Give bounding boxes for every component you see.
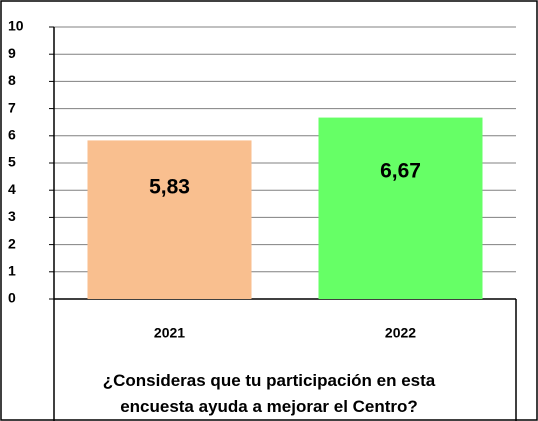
value-label: 6,67 — [380, 160, 421, 183]
y-tick-label: 5 — [8, 154, 16, 170]
x-tick-label: 2021 — [154, 325, 185, 341]
bar — [87, 140, 252, 299]
chart-title: ¿Consideras que tu participación en esta… — [102, 371, 436, 416]
y-tick-label: 0 — [8, 290, 16, 306]
y-tick-label: 1 — [8, 263, 16, 279]
value-label: 5,83 — [149, 176, 190, 199]
y-tick-label: 10 — [8, 18, 24, 34]
y-tick-label: 3 — [8, 208, 16, 224]
bar — [318, 117, 483, 300]
y-tick-label: 9 — [8, 45, 16, 61]
y-tick-label: 8 — [8, 72, 16, 88]
y-tick-label: 2 — [8, 235, 16, 251]
x-tick-label: 2022 — [385, 325, 416, 341]
y-tick-label: 4 — [8, 181, 16, 197]
y-tick-label: 6 — [8, 127, 16, 143]
y-tick-label: 7 — [8, 99, 16, 115]
